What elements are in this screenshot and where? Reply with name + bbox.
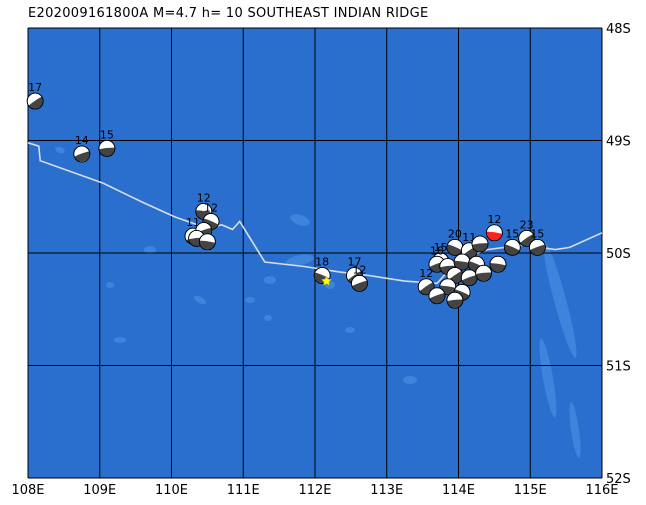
beachball-event xyxy=(446,291,464,309)
beachball-event xyxy=(485,224,503,242)
event-depth-label: 15 xyxy=(100,128,114,141)
shallow-patch xyxy=(114,337,126,343)
shallow-patch xyxy=(144,246,156,254)
shallow-patch xyxy=(543,242,577,358)
longitude-tick-label: 112E xyxy=(298,483,331,498)
shallow-patch xyxy=(106,282,114,288)
event-depth-label: 23 xyxy=(520,218,534,231)
event-depth-label: 17 xyxy=(28,81,42,94)
map-title: E202009161800A M=4.7 h= 10 SOUTHEAST IND… xyxy=(28,6,429,21)
latitude-tick-label: 51S xyxy=(606,360,631,375)
event-depth-label: 15 xyxy=(434,241,448,254)
beachball-event xyxy=(198,233,216,251)
event-depth-label: 12 xyxy=(197,191,211,204)
longitude-tick-label: 109E xyxy=(83,483,116,498)
beachball-event xyxy=(351,274,368,292)
shallow-patch xyxy=(286,254,314,266)
beachball-event xyxy=(489,255,507,273)
event-depth-label: 12 xyxy=(352,263,366,276)
event-depth-label: 18 xyxy=(430,244,444,257)
latitude-tick-label: 48S xyxy=(606,22,631,37)
tick-labels: 108E 109E 110E 111E 112E 113E 114E 115E 116E 48S 4… xyxy=(11,22,630,498)
shallow-areas xyxy=(55,146,581,458)
beachball-event xyxy=(529,238,546,256)
beachball-event xyxy=(26,92,44,110)
shallow-patch xyxy=(569,402,581,458)
longitude-tick-label: 110E xyxy=(155,483,188,498)
shallow-patch xyxy=(55,146,65,154)
longitude-tick-label: 115E xyxy=(514,483,547,498)
event-depth-label: 15 xyxy=(505,227,519,240)
event-depth-label: 18 xyxy=(315,256,329,269)
longitude-tick-label: 111E xyxy=(227,483,260,498)
shallow-patch xyxy=(290,214,310,226)
shallow-patch xyxy=(264,276,276,284)
event-depth-label: 12 xyxy=(204,202,218,215)
beachball-event xyxy=(439,278,457,296)
longitude-tick-label: 114E xyxy=(442,483,475,498)
shallow-patch xyxy=(345,327,355,333)
shallow-patch xyxy=(539,338,557,418)
latitude-tick-label: 50S xyxy=(606,247,631,262)
ridge-line xyxy=(27,142,603,285)
event-depth-label: 17 xyxy=(347,256,361,269)
beachball-event xyxy=(446,238,464,256)
event-depth-label: 15 xyxy=(530,227,544,240)
event-depth-label: 20 xyxy=(448,227,462,240)
event-depth-label: 12 xyxy=(419,267,433,280)
beachball-event xyxy=(73,145,91,163)
shallow-patch xyxy=(245,297,255,303)
beachball-event xyxy=(460,269,478,287)
latitude-tick-label: 52S xyxy=(606,472,631,487)
epicenter-marker xyxy=(321,275,332,286)
longitude-tick-label: 108E xyxy=(11,483,44,498)
shallow-patch xyxy=(193,295,207,305)
event-depth-label: 14 xyxy=(75,134,89,147)
shallow-patch xyxy=(403,376,417,384)
longitude-tick-label: 113E xyxy=(370,483,403,498)
longitude-tick-label: 116E xyxy=(585,483,618,498)
beachball-event xyxy=(98,139,116,157)
beachball-event xyxy=(428,287,446,305)
beachball-event xyxy=(503,238,521,256)
latitude-tick-label: 49S xyxy=(606,135,631,150)
event-depth-label: 12 xyxy=(487,213,501,226)
beachball-event xyxy=(471,235,489,253)
shallow-patch xyxy=(264,315,272,321)
beachball-event xyxy=(453,253,471,271)
event-depth-label: 11 xyxy=(186,216,200,229)
beachball-event xyxy=(475,264,493,282)
